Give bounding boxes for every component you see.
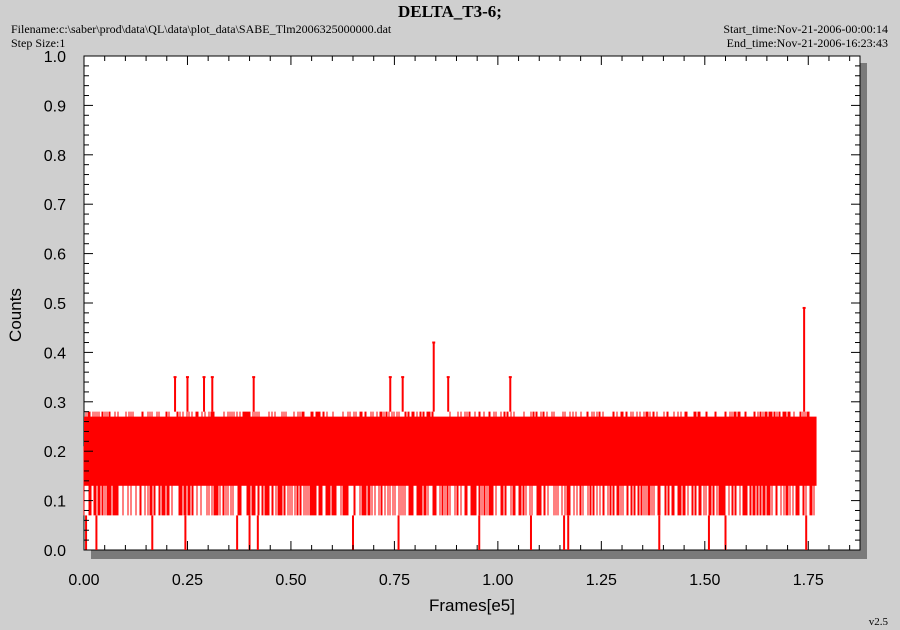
- y-tick-label: 0.6: [44, 247, 66, 264]
- chart-title: DELTA_T3-6;: [398, 2, 502, 21]
- x-tick-label: 0.00: [68, 572, 99, 589]
- x-tick-label: 0.75: [379, 572, 410, 589]
- file-info: Filename:c:\saber\prod\data\QL\data\plot…: [11, 22, 391, 50]
- version-label: v2.5: [868, 616, 888, 628]
- axis-layer: 0.0 0.1 0.2 0.3 0.4 0.5 0.6 0.7 0.8 0.9 1.0 0.00 0.2…: [44, 49, 860, 589]
- x-tick-label: 1.50: [689, 572, 720, 589]
- y-tick-label: 0.5: [44, 296, 66, 313]
- y-tick-label: 0.2: [44, 444, 66, 461]
- y-tick-label: 0.8: [44, 148, 66, 165]
- x-tick-label: 0.50: [275, 572, 306, 589]
- y-tick-label: 0.3: [44, 395, 66, 412]
- y-tick-label: 0.0: [44, 543, 66, 560]
- start-time-text: Start_time:Nov-21-2006-00:00:14: [723, 22, 888, 36]
- y-tick-label: 0.9: [44, 98, 66, 115]
- x-axis-label: Frames[e5]: [429, 596, 515, 615]
- y-tick-label: 0.4: [44, 345, 66, 362]
- y-tick-label: 0.1: [44, 494, 66, 511]
- x-tick-label: 1.00: [482, 572, 513, 589]
- y-axis-label: Counts: [6, 288, 25, 342]
- series-layer: [83, 306, 817, 550]
- y-tick-label: 0.7: [44, 197, 66, 214]
- end-time-text: End_time:Nov-21-2006-16:23:43: [726, 36, 888, 50]
- y-tick-label: 1.0: [44, 49, 66, 66]
- x-tick-label: 0.25: [172, 572, 203, 589]
- filename-text: Filename:c:\saber\prod\data\QL\data\plot…: [11, 22, 392, 36]
- step-size-text: Step Size:1: [11, 36, 66, 50]
- time-info: Start_time:Nov-21-2006-00:00:14 End_time…: [723, 22, 888, 50]
- x-tick-label: 1.75: [793, 572, 824, 589]
- x-tick-label: 1.25: [586, 572, 617, 589]
